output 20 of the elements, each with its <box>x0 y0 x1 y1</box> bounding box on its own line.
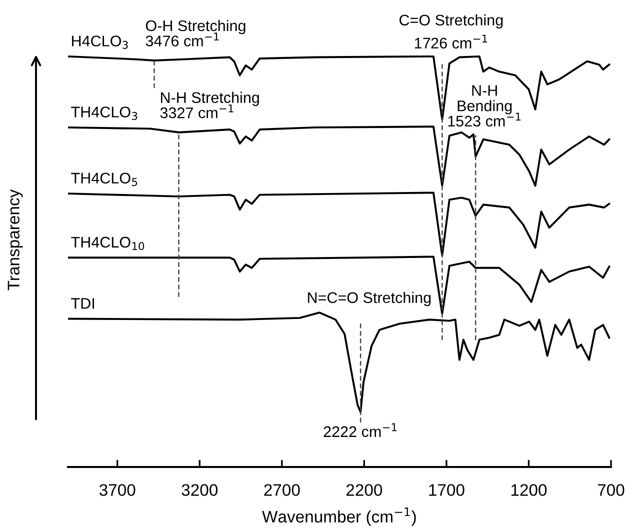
x-tick-label: 3700 <box>99 484 136 496</box>
annotation: O-H Stretching 3476 cm$^{−1}$ <box>146 20 246 46</box>
y-axis-title: Transparency <box>8 189 23 290</box>
annotation: N=C=O Stretching <box>308 292 431 306</box>
series-label: TH4CLO$_{5}$ <box>71 172 138 186</box>
x-axis-title: Wavenumber (cm$^{−1}$) <box>262 508 416 526</box>
x-tick-label: 1200 <box>511 484 547 496</box>
x-tick-label: 2700 <box>264 484 300 496</box>
series-label: TH4CLO$_{3}$ <box>71 106 138 120</box>
annotation: C=O Stretching 1726 cm$^{−1}$ <box>400 14 503 49</box>
annotation: N-H Bending 1523 cm$^{−1}$ <box>448 85 521 127</box>
x-tick-label: 2200 <box>346 484 382 496</box>
series-label: H4CLO$_{3}$ <box>72 36 128 49</box>
x-tick-label: 700 <box>598 484 624 496</box>
x-tick-label: 1700 <box>429 484 464 496</box>
annotation: 2222 cm$^{−1}$ <box>324 423 397 438</box>
series-label: TDI <box>71 298 94 309</box>
x-tick-label: 3200 <box>182 484 218 496</box>
series-label: TH4CLO$_{10}$ <box>71 236 144 250</box>
annotation: N-H Stretching 3327 cm$^{−1}$ <box>160 92 259 118</box>
